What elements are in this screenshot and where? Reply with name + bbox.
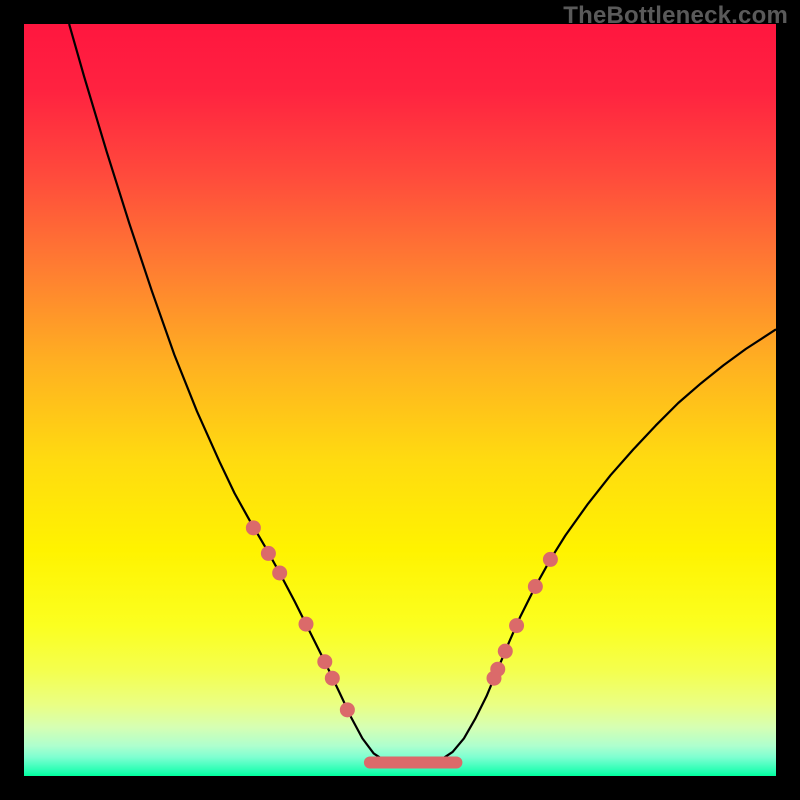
curve-marker	[272, 565, 287, 580]
curve-marker	[246, 520, 261, 535]
curve-marker	[261, 546, 276, 561]
curve-marker	[325, 671, 340, 686]
curve-marker	[317, 654, 332, 669]
chart-svg	[24, 24, 776, 776]
plot-area	[24, 24, 776, 776]
curve-marker	[299, 617, 314, 632]
curve-marker	[543, 552, 558, 567]
curve-marker	[490, 662, 505, 677]
curve-marker	[498, 644, 513, 659]
watermark-text: TheBottleneck.com	[563, 2, 788, 30]
curve-marker	[528, 579, 543, 594]
curve-marker	[340, 702, 355, 717]
curve-marker	[509, 618, 524, 633]
chart-background	[24, 24, 776, 776]
